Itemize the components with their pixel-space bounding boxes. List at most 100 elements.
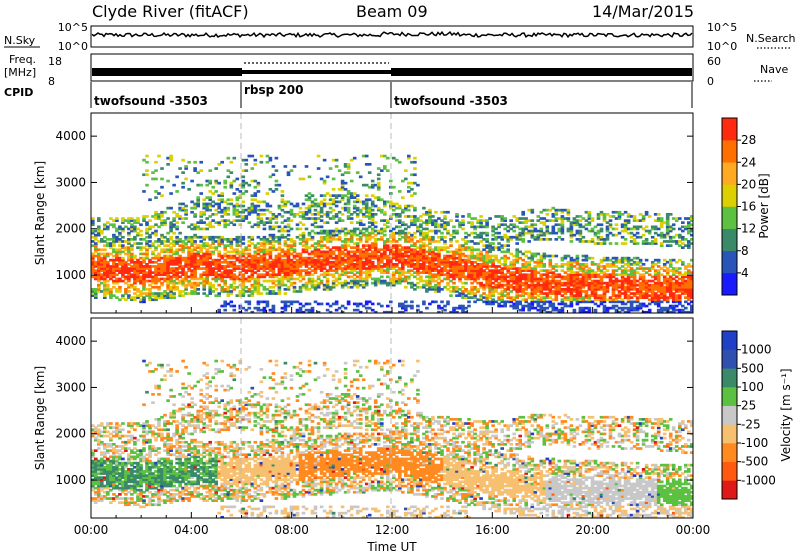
heatmap-cell	[115, 281, 119, 285]
heatmap-cell	[635, 298, 640, 302]
heatmap-cell	[250, 275, 255, 279]
heatmap-cell	[373, 240, 378, 243]
heatmap-cell	[238, 283, 243, 287]
heatmap-cell	[364, 256, 369, 260]
heatmap-cell	[413, 219, 417, 222]
heatmap-cell	[364, 300, 369, 304]
heatmap-cell	[524, 260, 529, 264]
heatmap-cell	[500, 277, 505, 281]
heatmap-cell	[518, 275, 523, 279]
heatmap-cell	[521, 233, 526, 237]
heatmap-cell	[467, 256, 471, 260]
heatmap-cell	[100, 290, 104, 293]
heatmap-cell	[151, 252, 155, 256]
heatmap-cell	[283, 202, 288, 206]
heatmap-cell	[617, 258, 622, 262]
heatmap-cell	[358, 279, 363, 283]
heatmap-cell	[166, 206, 170, 210]
heatmap-cell	[569, 294, 574, 297]
heatmap-cell	[440, 267, 444, 270]
heatmap-cell	[527, 250, 532, 254]
heatmap-cell	[325, 279, 330, 283]
heatmap-cell	[584, 223, 589, 227]
heatmap-cell	[91, 219, 95, 222]
heatmap-cell	[386, 267, 390, 270]
heatmap-cell	[536, 258, 541, 262]
heatmap-cell	[232, 269, 237, 272]
heatmap-cell	[560, 229, 565, 233]
heatmap-cell	[358, 310, 363, 313]
heatmap-cell	[202, 273, 207, 277]
heatmap-cell	[166, 163, 170, 166]
heatmap-cell	[244, 169, 249, 172]
heatmap-cell	[112, 233, 116, 237]
heatmap-cell	[295, 271, 300, 274]
heatmap-cell	[458, 269, 462, 272]
heatmap-cell	[413, 173, 417, 177]
heatmap-cell	[434, 225, 438, 229]
heatmap-cell	[115, 273, 119, 277]
heatmap-cell	[271, 265, 276, 268]
heatmap-cell	[566, 275, 571, 279]
heatmap-cell	[464, 263, 468, 266]
heatmap-cell	[602, 242, 607, 245]
heatmap-cell	[160, 263, 164, 266]
heatmap-cell	[199, 275, 204, 279]
heatmap-cell	[542, 273, 547, 277]
heatmap-cell	[629, 283, 634, 287]
heatmap-cell	[124, 240, 128, 243]
heatmap-cell	[455, 310, 459, 313]
heatmap-cell	[446, 229, 450, 233]
heatmap-cell	[611, 233, 616, 237]
heatmap-cell	[139, 267, 143, 270]
heatmap-cell	[584, 275, 589, 279]
heatmap-cell	[151, 171, 155, 174]
heatmap-cell	[596, 235, 601, 239]
heatmap-cell	[494, 275, 498, 279]
heatmap-cell	[163, 221, 167, 224]
heatmap-cell	[337, 281, 342, 285]
heatmap-cell	[322, 238, 327, 241]
heatmap-cell	[127, 271, 131, 274]
heatmap-cell	[163, 235, 167, 239]
heatmap-cell	[124, 290, 128, 293]
heatmap-cell	[626, 269, 631, 272]
heatmap-cell	[392, 227, 396, 231]
heatmap-cell	[304, 227, 309, 231]
heatmap-cell	[289, 213, 294, 216]
heatmap-cell	[404, 252, 408, 256]
heatmap-cell	[172, 260, 176, 264]
heatmap-cell	[440, 288, 444, 291]
heatmap-cell	[250, 285, 255, 289]
heatmap-cell	[398, 219, 402, 222]
heatmap-cell	[464, 290, 468, 293]
heatmap-cell	[422, 206, 426, 210]
heatmap-cell	[596, 217, 601, 220]
heatmap-cell	[217, 283, 222, 287]
heatmap-cell	[166, 217, 170, 220]
heatmap-cell	[331, 256, 336, 260]
heatmap-cell	[175, 288, 179, 291]
heatmap-cell	[103, 273, 107, 277]
heatmap-cell	[533, 235, 538, 239]
heatmap-cell	[151, 231, 155, 235]
heatmap-cell	[560, 219, 565, 222]
heatmap-cell	[355, 308, 360, 312]
heatmap-cell	[271, 248, 276, 252]
heatmap-cell	[587, 296, 592, 299]
heatmap-cell	[154, 275, 158, 279]
heatmap-cell	[217, 198, 222, 202]
heatmap-cell	[527, 294, 532, 297]
heatmap-cell	[575, 215, 580, 218]
heatmap-cell	[154, 248, 158, 252]
heatmap-cell	[536, 260, 541, 264]
heatmap-cell	[172, 252, 176, 256]
heatmap-cell	[632, 277, 637, 281]
heatmap-cell	[364, 240, 369, 243]
heatmap-cell	[491, 273, 495, 277]
heatmap-cell	[289, 210, 294, 214]
heatmap-cell	[437, 265, 441, 268]
heatmap-cell	[373, 250, 378, 254]
heatmap-cell	[250, 271, 255, 274]
heatmap-cell	[289, 208, 294, 212]
